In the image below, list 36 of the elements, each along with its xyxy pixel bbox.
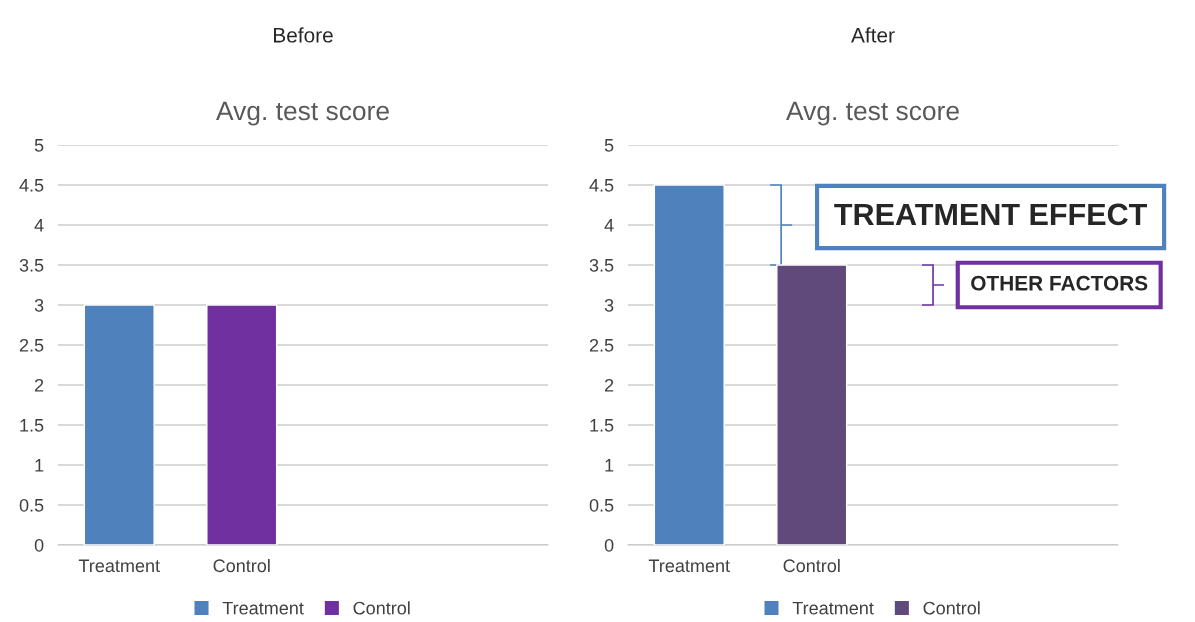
y-tick-label: 2.5 [19,338,44,352]
x-tick-label: Control [783,558,840,573]
y-tick-label: 0.5 [589,498,614,512]
legend-label: Control [923,601,980,615]
y-tick-label: 2 [34,378,44,392]
y-tick-label: 1.5 [590,419,614,432]
y-tick-label: 4 [34,219,44,232]
legend-label: Treatment [222,601,304,615]
x-tick-label: Control [213,558,270,573]
chart-title: After [851,27,895,43]
y-tick-label: 3.5 [19,258,44,272]
annotation: OTHER FACTORS [971,275,1148,291]
chart-subtitle: Avg. test score [786,101,959,126]
y-tick-label: 4.5 [19,179,44,192]
y-tick-label: 2 [604,378,614,392]
y-tick-label: 0 [34,538,44,552]
y-tick-label: 1 [35,459,44,472]
y-tick-label: 3.5 [589,258,614,272]
x-tick-label: Treatment [648,559,730,573]
y-tick-label: 1 [605,459,614,472]
chart-subtitle: Avg. test score [216,101,389,126]
y-tick-label: 0 [604,538,614,552]
y-tick-label: 4 [604,219,614,232]
y-tick-label: 1.5 [20,419,44,432]
legend-label: Treatment [792,601,874,615]
chart-title: Before [274,27,333,43]
y-tick-label: 5 [604,139,614,152]
y-tick-label: 0.5 [19,498,44,512]
legend-label: Control [353,601,410,615]
x-tick-label: Treatment [78,559,160,573]
y-tick-label: 4.5 [589,179,614,192]
y-tick-label: 3 [604,298,614,312]
annotation: TREATMENT EFFECT [834,203,1148,226]
y-tick-label: 2.5 [589,338,614,352]
y-tick-label: 3 [34,298,44,312]
y-tick-label: 5 [34,139,44,152]
